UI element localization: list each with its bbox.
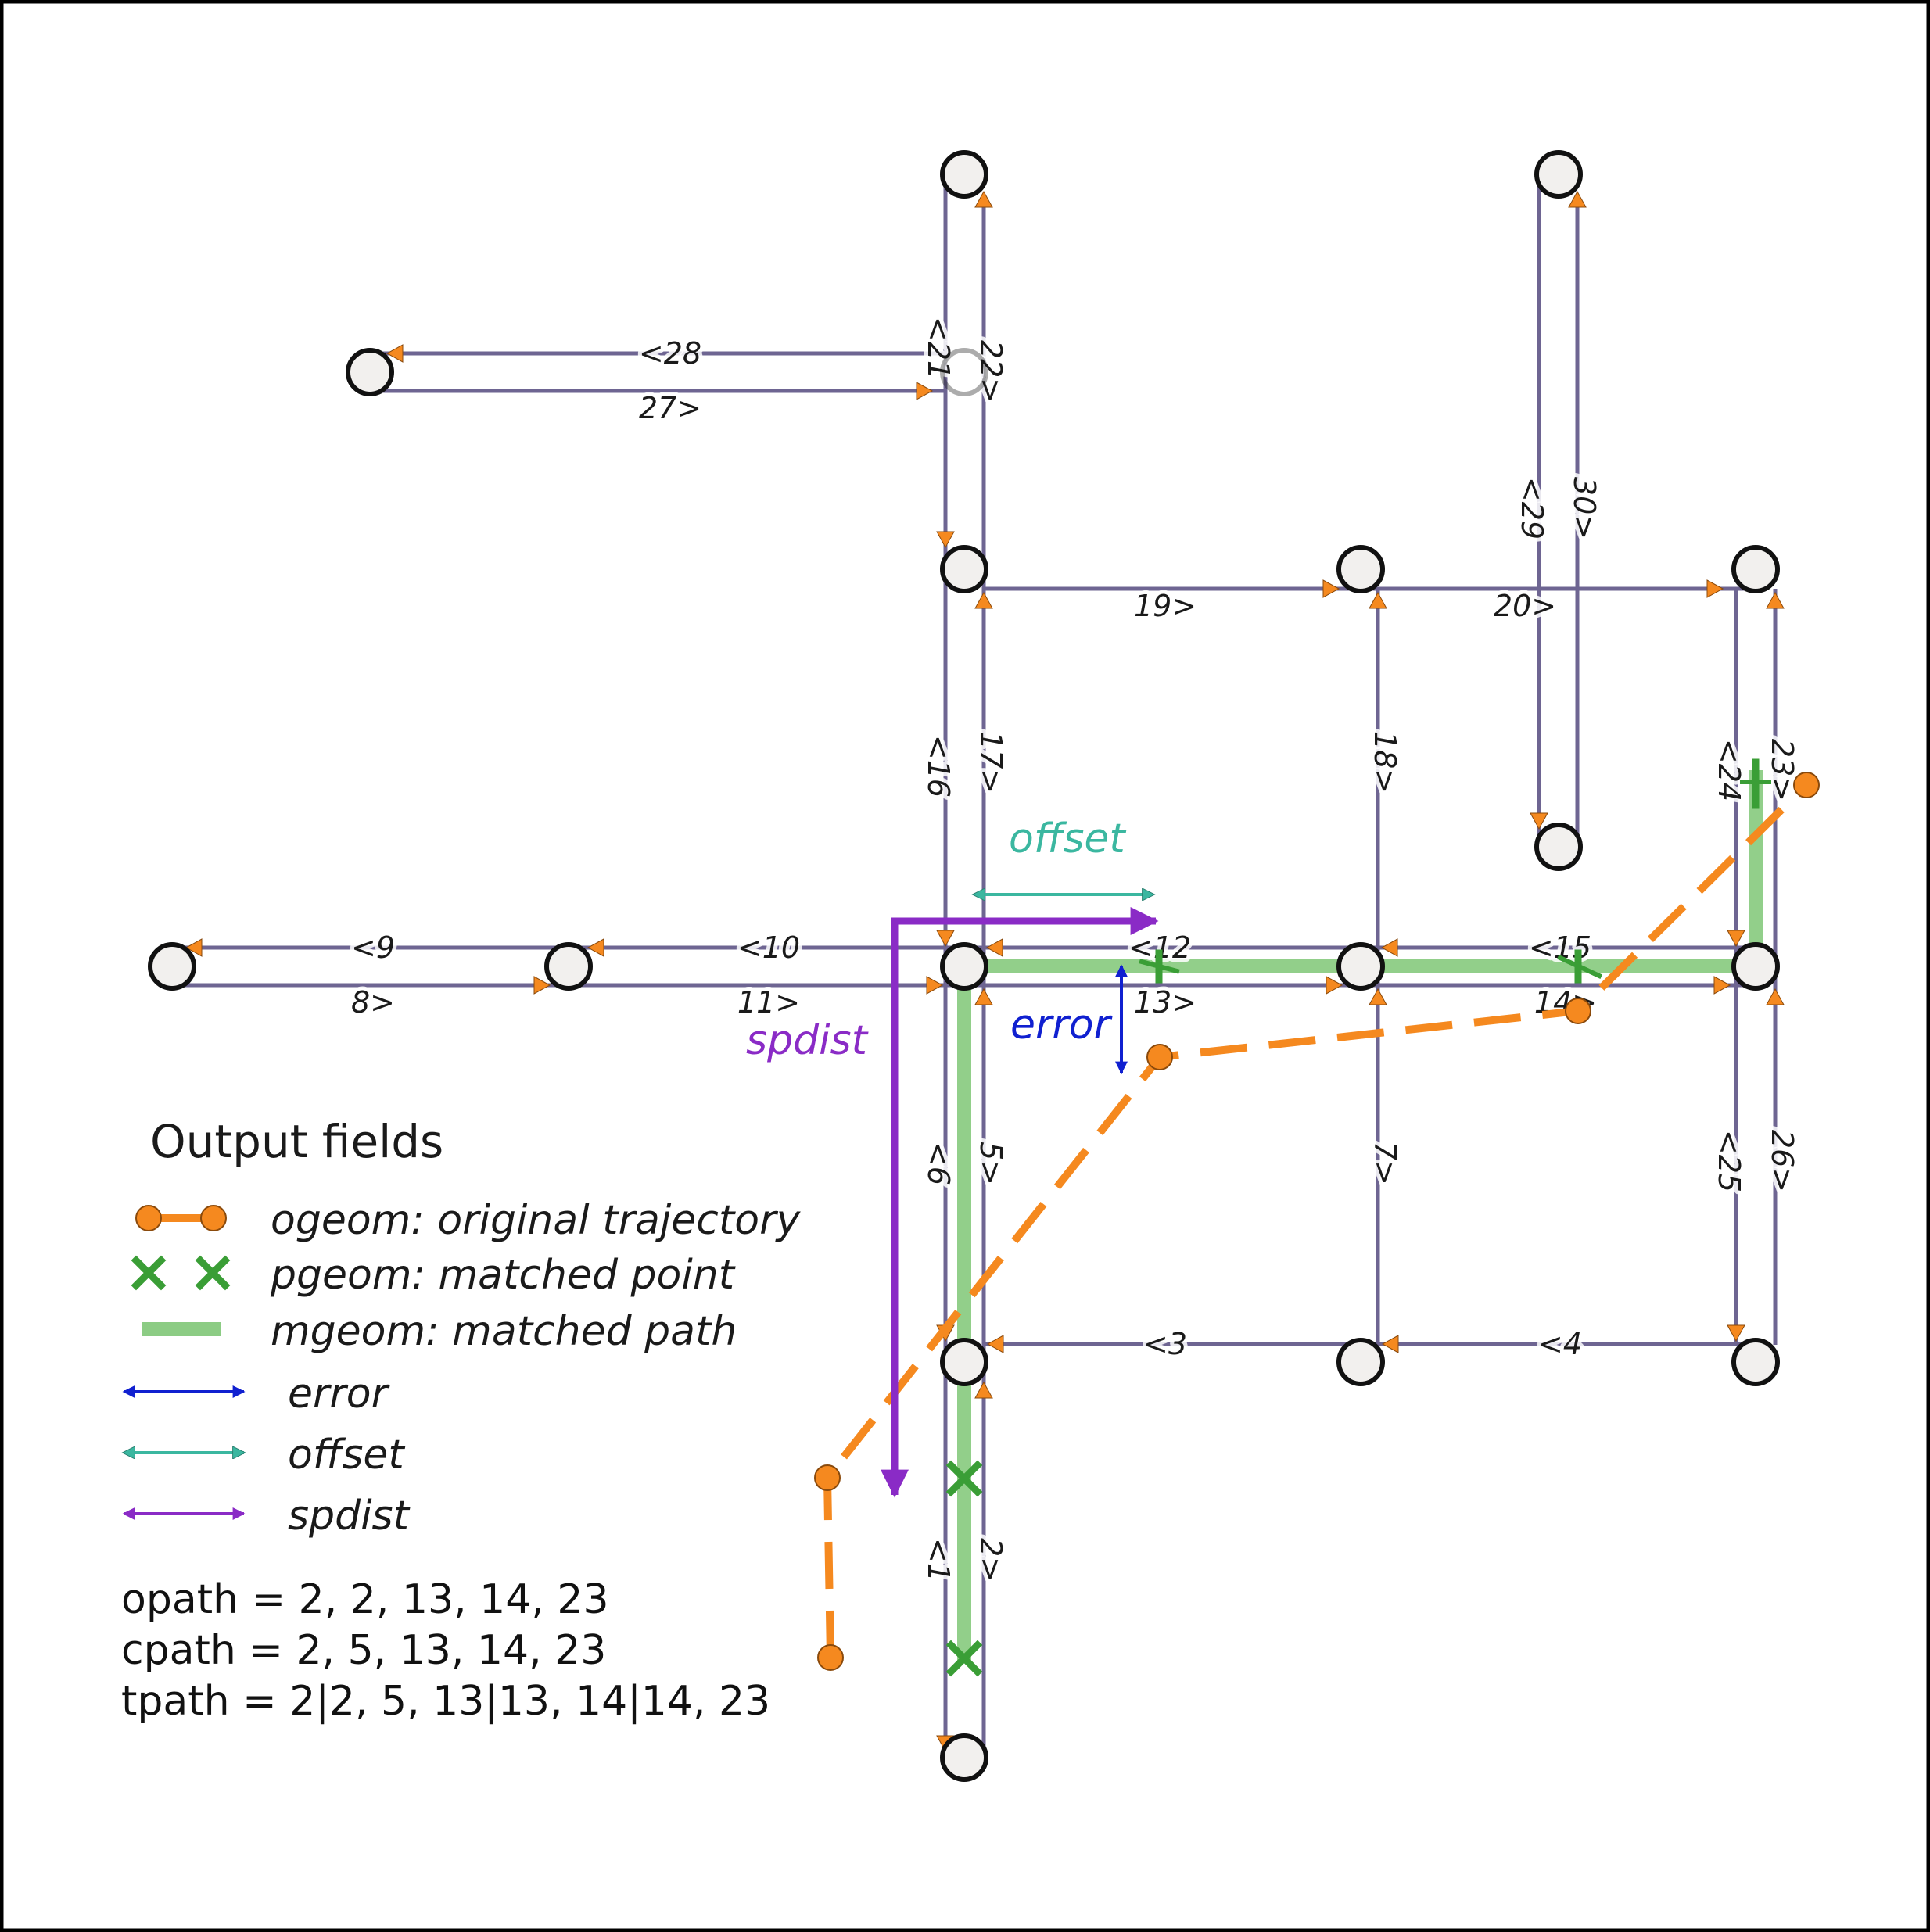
edge-label: 20> [1494,589,1556,623]
edge-label: 27> [639,391,701,425]
edge-label: 19> [1134,589,1196,623]
legend-ogeom-label: ogeom: original trajectory [271,1197,801,1244]
edge-label: <25 [1712,1130,1746,1192]
offset-annotation: offset [1009,815,1126,862]
ogeom-points [814,772,1820,1671]
edge-label: 26> [1765,1130,1799,1192]
legend-spdist-label: spdist [288,1493,411,1540]
path-outputs: opath = 2, 2, 13, 14, 23 cpath = 2, 5, 1… [121,1576,770,1725]
edge-direction-arrowheads [185,190,1785,1753]
legend-mgeom-label: mgeom: matched path [271,1308,737,1355]
edge-label: 17> [974,731,1008,794]
edge-label: <6 [921,1142,956,1185]
edge-label: 13> [1134,985,1196,1020]
edge-label: 5> [974,1142,1008,1185]
edge-label: <21 [921,317,956,379]
edge-label: <9 [351,930,395,965]
edge-label: 18> [1368,731,1402,794]
legend: Output fields ogeom: original trajectory… [124,1115,801,1540]
edge-label: 23> [1765,739,1799,801]
tpath-text: tpath = 2|2, 5, 13|13, 14|14, 23 [121,1678,770,1725]
edge-label: <1 [921,1538,956,1582]
edge-label: <16 [921,735,956,798]
legend-ogeom-icon [135,1205,227,1231]
edge-label: <10 [737,930,800,965]
edge-label: <4 [1538,1327,1582,1361]
legend-title: Output fields [150,1115,443,1168]
edge-label: <3 [1143,1327,1187,1361]
edge-label: 8> [351,985,395,1020]
opath-text: opath = 2, 2, 13, 14, 23 [121,1576,609,1623]
edge-label: 7> [1368,1142,1402,1185]
cpath-text: cpath = 2, 5, 13, 14, 23 [121,1627,606,1674]
legend-error-label: error [288,1371,391,1418]
edge-label: 2> [974,1538,1008,1582]
spdist-annotation: spdist [746,1017,869,1064]
edge-label: <24 [1712,739,1746,801]
legend-offset-label: offset [288,1432,405,1479]
edge-labels: <28 27> <21 22> <29 30> 19> 20> <16 17> 18> <24 23> <… [347,313,1803,1586]
edge-label: <29 [1515,477,1549,539]
edge-label: 30> [1567,477,1602,539]
spdist-arrow-horizontal [891,907,1159,935]
edge-label: <28 [639,336,701,371]
edge-label: 11> [737,985,800,1020]
error-annotation: error [1010,1002,1114,1048]
legend-pgeom-icon [131,1255,231,1291]
edge-label: 22> [974,340,1008,403]
pgeom-matched-points [945,758,1771,1677]
network-nodes [148,150,1780,1782]
legend-pgeom-label: pgeom: matched point [270,1252,736,1299]
